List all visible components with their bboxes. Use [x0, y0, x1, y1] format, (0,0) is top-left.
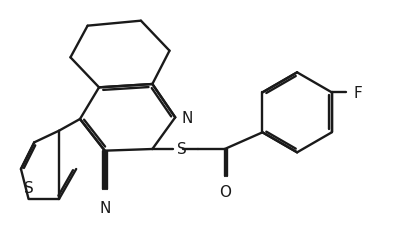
- Text: N: N: [181, 110, 193, 125]
- Text: N: N: [99, 200, 111, 215]
- Text: S: S: [24, 180, 34, 195]
- Text: O: O: [219, 184, 231, 199]
- Text: S: S: [177, 142, 187, 157]
- Text: F: F: [354, 85, 362, 100]
